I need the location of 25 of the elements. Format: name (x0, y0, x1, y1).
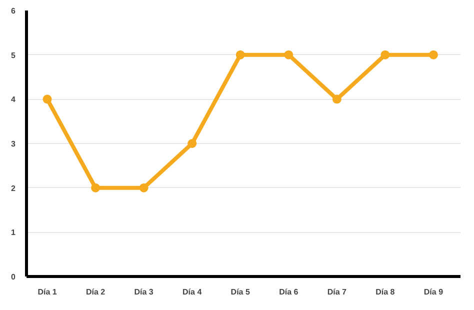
point (428, 50, 438, 60)
y-tick-label: 5 (11, 50, 16, 60)
x-tick-label: Día 4 (182, 288, 202, 296)
point (236, 50, 245, 60)
y-tick-label: 6 (11, 6, 16, 16)
x-tick-label: Día 2 (86, 288, 106, 296)
y-tick-label: 4 (11, 95, 16, 104)
point (42, 94, 52, 104)
point (91, 183, 100, 192)
x-tick-label: Día 5 (230, 288, 250, 296)
x-tick-label: Día 6 (279, 288, 299, 296)
point (284, 50, 294, 60)
point (188, 139, 197, 148)
y-tick-label: 1 (11, 228, 16, 238)
point (380, 50, 390, 60)
x-tick-label: Día 9 (424, 288, 444, 296)
point (332, 94, 342, 104)
x-tick-label: Día 3 (134, 288, 154, 296)
x-tick-label: Día 8 (376, 288, 396, 296)
point (139, 183, 148, 192)
x-tick-label: Día 7 (327, 288, 348, 296)
x-tick-label: Día 1 (38, 288, 58, 296)
y-tick-label: 2 (11, 184, 16, 193)
y-tick-label: 3 (11, 140, 16, 148)
y-tick-label: 0 (11, 272, 16, 282)
